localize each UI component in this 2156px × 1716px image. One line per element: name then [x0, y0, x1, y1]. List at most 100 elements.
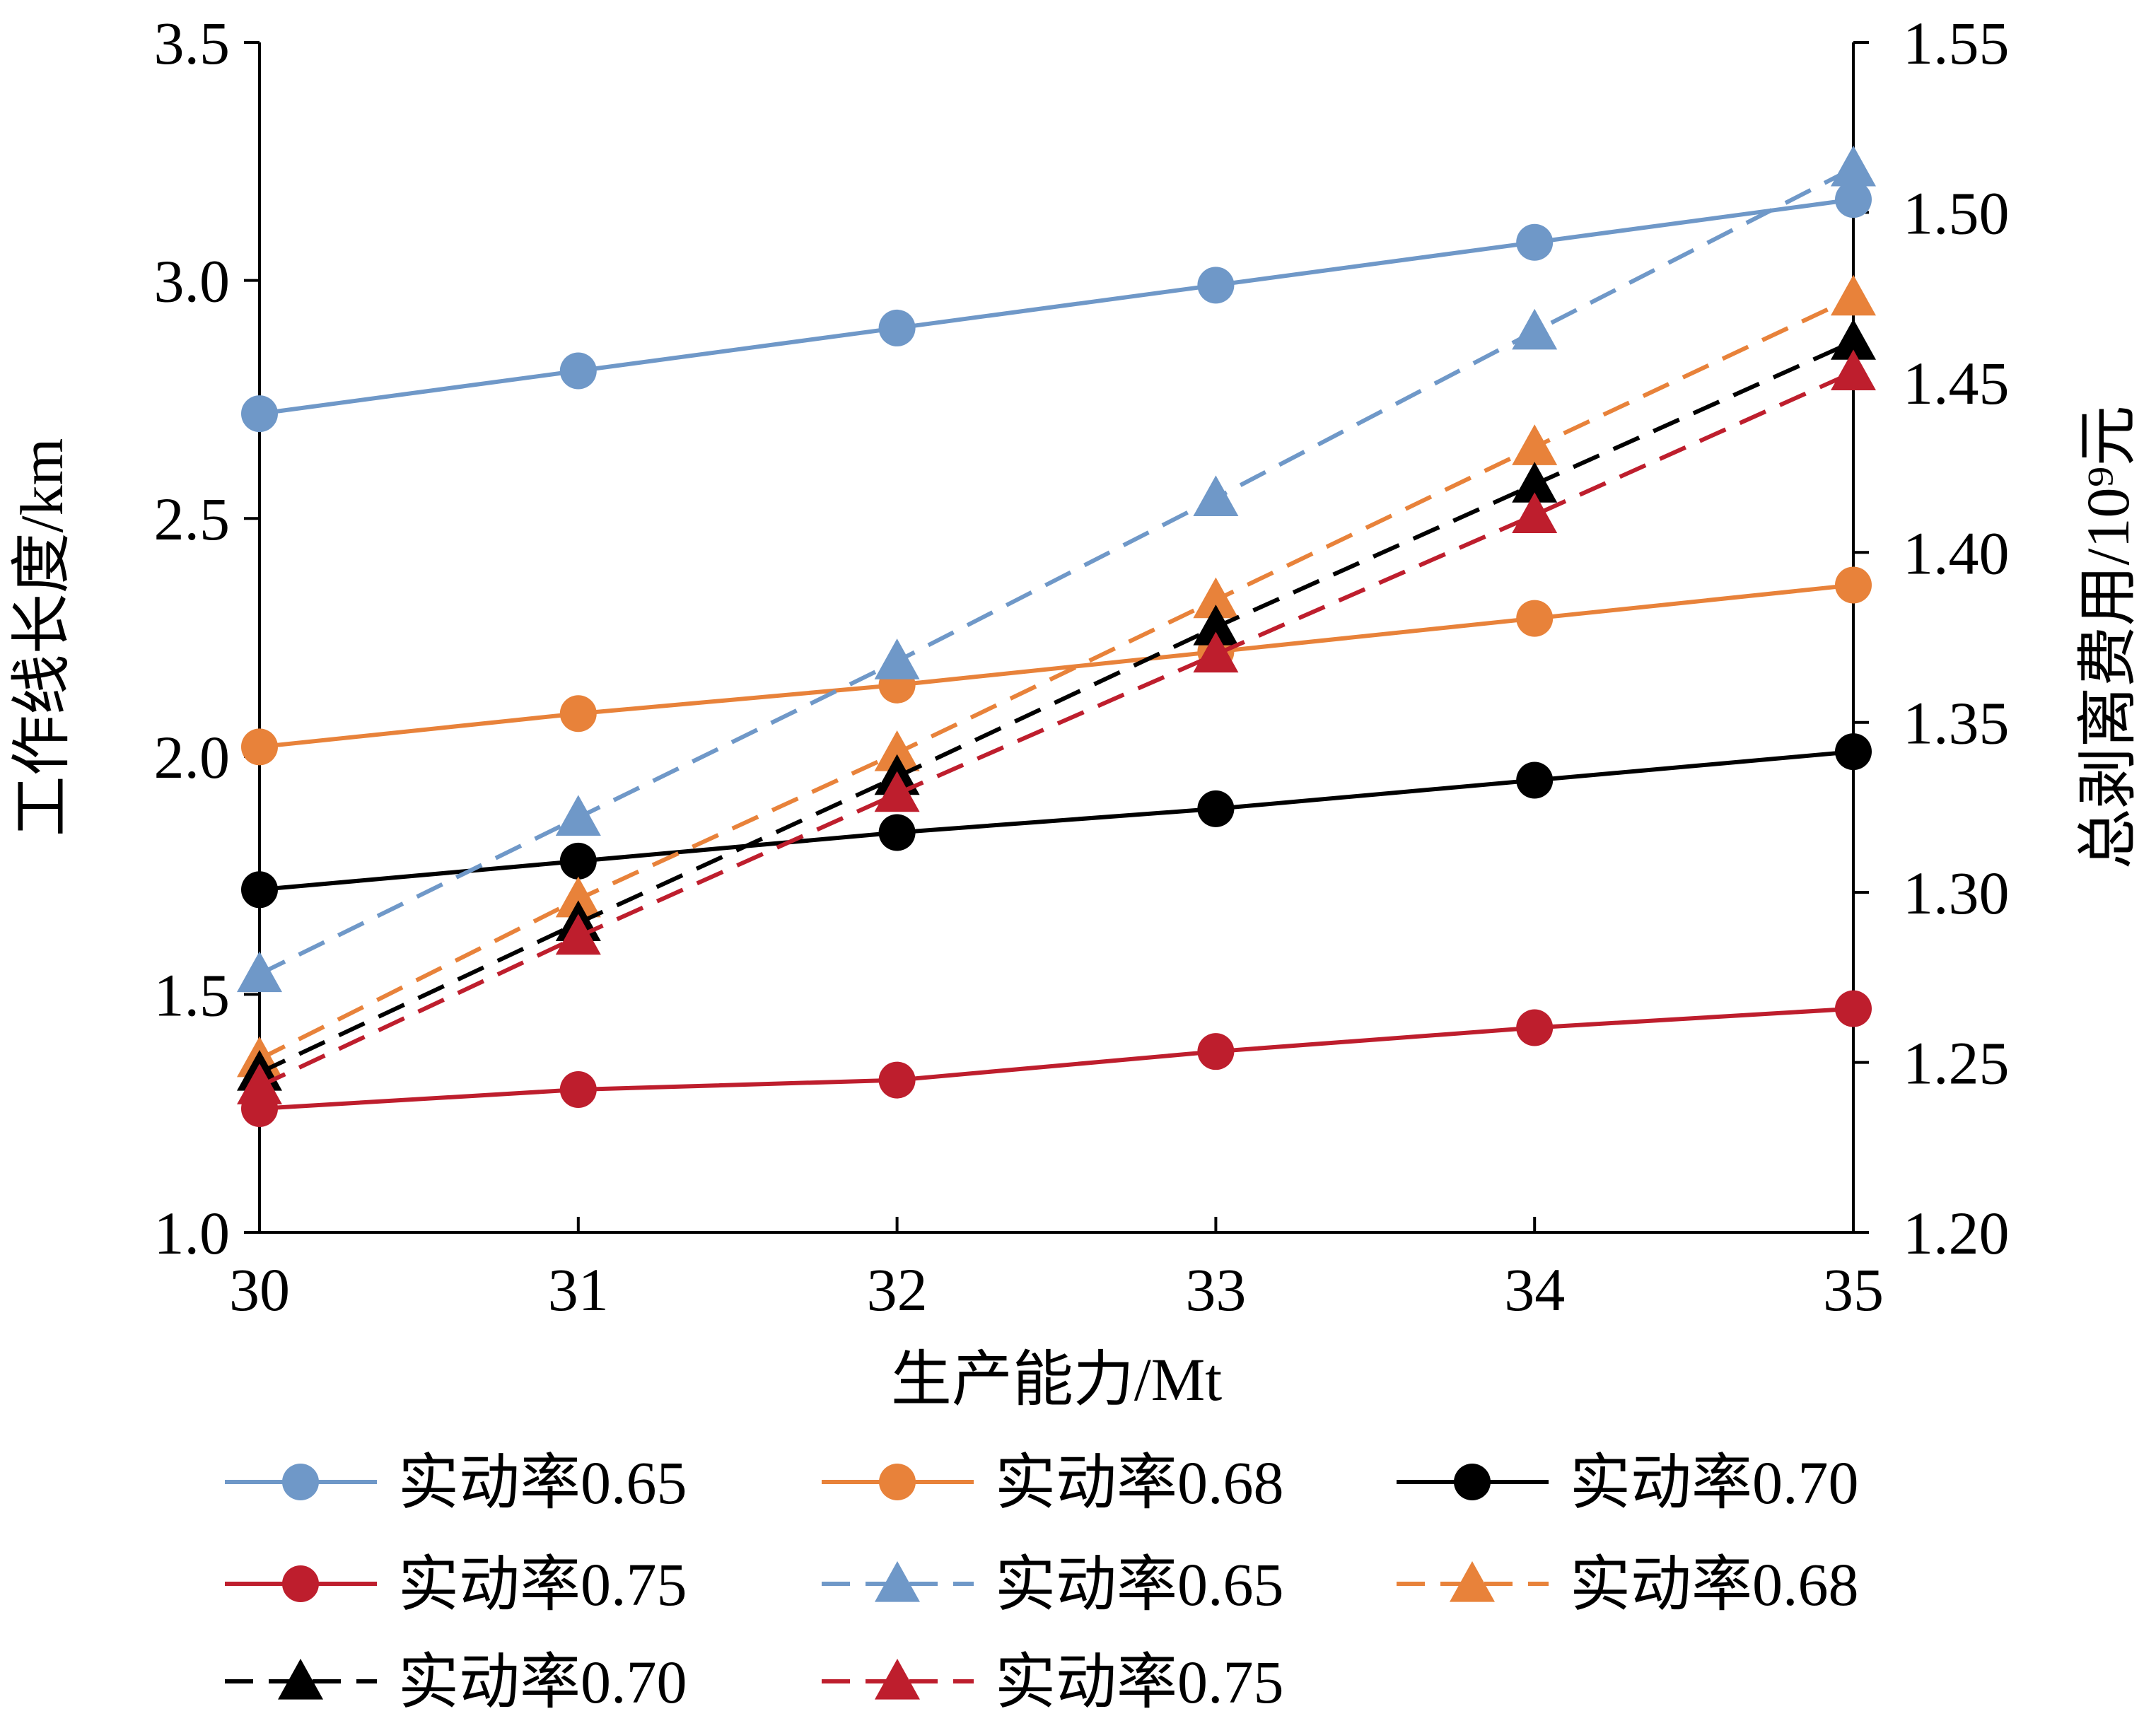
- data-point: [555, 914, 601, 955]
- data-point: [241, 871, 278, 909]
- data-point: [559, 842, 597, 880]
- data-point: [241, 728, 278, 766]
- x-axis-title: 生产能力/Mt: [891, 1346, 1222, 1413]
- left-y-axis-title: 工作线长度/km: [8, 438, 76, 837]
- series-line: [258, 295, 1855, 1061]
- data-point: [874, 771, 920, 812]
- data-point: [1831, 319, 1876, 360]
- legend-label: 实动率0.70: [1570, 1449, 1859, 1517]
- data-point: [1193, 475, 1239, 516]
- legend-label: 实动率0.68: [995, 1449, 1284, 1517]
- data-point: [1831, 145, 1876, 187]
- series-7: [237, 349, 1876, 1104]
- series-2: [241, 733, 1872, 909]
- legend-label: 实动率0.70: [398, 1648, 687, 1716]
- data-point: [559, 1071, 597, 1109]
- data-point: [1516, 761, 1554, 799]
- legend-item: 实动率0.68: [1397, 1551, 1859, 1618]
- data-point: [241, 395, 278, 433]
- right-y-tick-label: 1.45: [1903, 349, 2010, 417]
- data-point: [1835, 566, 1872, 604]
- legend-label: 实动率0.75: [995, 1648, 1284, 1716]
- left-y-tick-label: 1.5: [154, 961, 231, 1029]
- data-point: [874, 638, 920, 679]
- data-point: [878, 1061, 916, 1099]
- data-point: [1193, 577, 1239, 619]
- left-y-tick-label: 3.0: [154, 247, 231, 315]
- legend-marker: [282, 1464, 319, 1500]
- legend-item: 实动率0.70: [1397, 1449, 1859, 1517]
- data-point: [1835, 990, 1872, 1027]
- data-point: [1193, 631, 1239, 673]
- series-4: [237, 145, 1876, 993]
- data-point: [878, 814, 916, 851]
- right-y-tick-label: 1.30: [1903, 859, 2010, 927]
- left-y-tick-label: 1.0: [154, 1199, 231, 1267]
- legend-item: 实动率0.75: [822, 1648, 1284, 1716]
- left-y-tick-label: 3.5: [154, 9, 231, 77]
- data-point: [1512, 462, 1558, 503]
- right-y-tick-label: 1.50: [1903, 179, 2010, 247]
- legend-marker: [282, 1565, 319, 1602]
- axes: 1.0 1.5 2.0 2.5 3.0 3.5 1.20 1.25 1.30 1.35 1.40 1.…: [8, 9, 2142, 1413]
- data-point: [559, 695, 597, 732]
- data-point: [237, 1063, 282, 1104]
- legend-item: 实动率0.65: [822, 1551, 1284, 1618]
- data-point: [1831, 349, 1876, 391]
- series-line: [259, 197, 1854, 416]
- series-line: [258, 370, 1855, 1088]
- legend-item: 实动率0.70: [225, 1648, 687, 1716]
- legend-item: 实动率0.75: [225, 1551, 687, 1618]
- x-tick-label: 33: [1185, 1256, 1246, 1324]
- data-point: [878, 309, 916, 346]
- data-point: [1516, 223, 1554, 261]
- left-y-tick-label: 2.0: [154, 723, 231, 791]
- left-y-tick-label: 2.5: [154, 485, 231, 553]
- series: [237, 145, 1876, 1127]
- series-1: [241, 566, 1872, 766]
- x-tick-label: 30: [229, 1256, 290, 1324]
- data-point: [1835, 733, 1872, 771]
- data-point: [559, 352, 597, 390]
- legend-item: 实动率0.68: [822, 1449, 1284, 1517]
- data-point: [1831, 274, 1876, 316]
- legend-label: 实动率0.68: [1570, 1551, 1859, 1618]
- data-point: [1512, 424, 1558, 465]
- legend: 实动率0.65 实动率0.68 实动率0.70 实动率0.75 实动率0.65 实动率0.…: [225, 1449, 1859, 1716]
- series-line: [259, 1006, 1854, 1111]
- x-tick-label: 35: [1823, 1256, 1884, 1324]
- series-line: [259, 749, 1854, 892]
- legend-label: 实动率0.75: [398, 1551, 687, 1618]
- series-line: [258, 339, 1855, 1075]
- data-point: [1516, 600, 1554, 637]
- legend-label: 实动率0.65: [995, 1551, 1284, 1618]
- data-point: [237, 951, 282, 993]
- right-y-tick-label: 1.55: [1903, 9, 2010, 77]
- data-point: [874, 730, 920, 771]
- x-tick-label: 31: [548, 1256, 609, 1324]
- right-y-tick-label: 1.25: [1903, 1029, 2010, 1097]
- right-y-axis-title: 总剥离费用/10⁹元: [2074, 406, 2142, 870]
- series-line: [258, 166, 1855, 976]
- right-y-tick-label: 1.40: [1903, 519, 2010, 587]
- series-5: [237, 274, 1876, 1078]
- data-point: [1512, 308, 1558, 350]
- data-point: [1516, 1009, 1554, 1046]
- series-6: [237, 319, 1876, 1091]
- data-point: [1193, 605, 1239, 646]
- series-line: [259, 583, 1854, 749]
- data-point: [1197, 1033, 1235, 1070]
- x-tick-label: 32: [867, 1256, 928, 1324]
- data-point: [1835, 181, 1872, 218]
- data-point: [1512, 492, 1558, 533]
- data-point: [555, 795, 601, 836]
- x-tick-label: 34: [1504, 1256, 1565, 1324]
- right-y-tick-label: 1.20: [1903, 1199, 2010, 1267]
- series-3: [241, 990, 1872, 1127]
- legend-marker: [875, 1561, 920, 1602]
- legend-marker: [879, 1464, 916, 1500]
- legend-marker: [1450, 1561, 1495, 1602]
- legend-marker: [875, 1659, 920, 1700]
- right-y-tick-label: 1.35: [1903, 689, 2010, 757]
